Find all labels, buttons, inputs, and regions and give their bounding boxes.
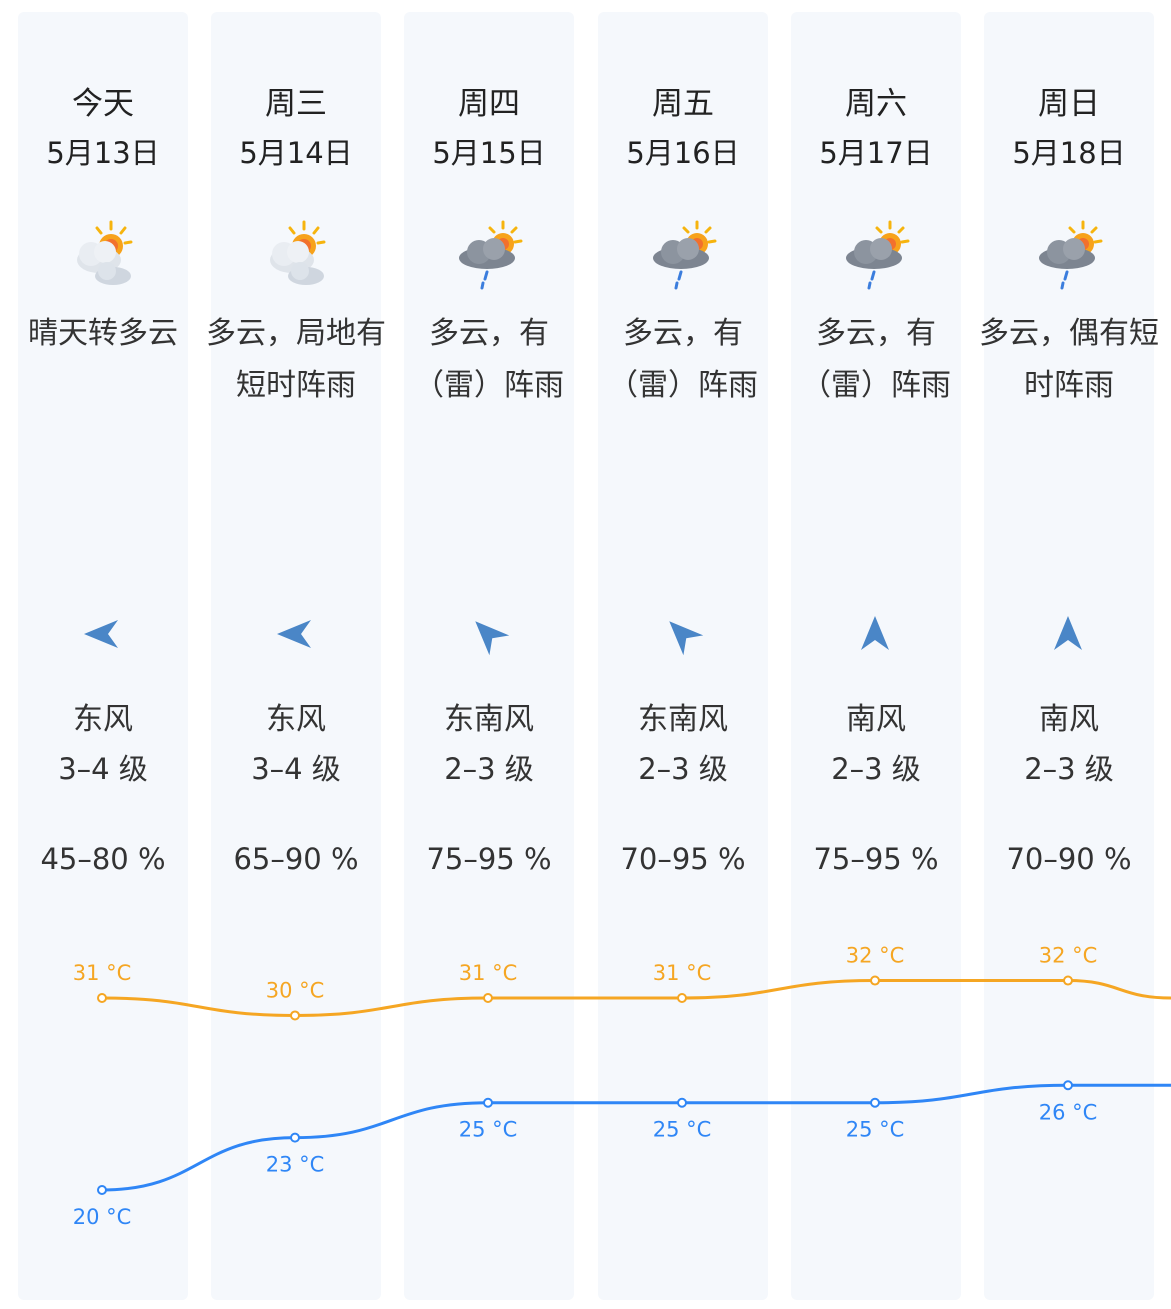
humidity-range: 75–95 % xyxy=(426,842,552,876)
wind-direction: 东南风 xyxy=(638,702,728,737)
high-temp-label: 31 °C xyxy=(459,961,518,985)
weather-description: 多云，局地有短时阵雨 xyxy=(206,316,386,403)
high-temp-point xyxy=(870,975,880,986)
forecast-day-column: 周三 5月14日 多云，局地有短时阵雨 东风 3–4 级 65–90 % xyxy=(206,12,386,1300)
low-temp-point xyxy=(483,1097,493,1108)
low-temp-point xyxy=(870,1097,880,1108)
high-temp-label: 31 °C xyxy=(73,961,132,985)
low-temp-point xyxy=(97,1185,107,1195)
cloud-rain-icon xyxy=(1029,216,1109,296)
low-temp-label: 20 °C xyxy=(73,1205,132,1229)
cloud-rain-icon xyxy=(643,216,723,296)
high-temp-point xyxy=(677,993,687,1003)
high-temp-point xyxy=(97,993,107,1003)
wind-north-arrow-icon xyxy=(853,612,897,656)
wind-direction: 东南风 xyxy=(444,702,534,737)
date-label: 5月18日 xyxy=(1012,136,1126,170)
weather-description: 晴天转多云 xyxy=(28,316,178,351)
date-label: 5月14日 xyxy=(239,136,353,170)
low-temp-line xyxy=(101,1083,1171,1192)
wind-level: 3–4 级 xyxy=(58,752,148,786)
wind-direction: 东风 xyxy=(266,702,326,737)
humidity-range: 45–80 % xyxy=(40,842,166,876)
high-temp-label: 30 °C xyxy=(266,978,325,1002)
wind-direction: 南风 xyxy=(846,702,906,737)
cloud-rain-icon xyxy=(449,216,529,296)
day-label: 周三 xyxy=(265,86,327,122)
wind-level: 2–3 级 xyxy=(638,752,728,786)
date-label: 5月15日 xyxy=(432,136,546,170)
wind-level: 2–3 级 xyxy=(1024,752,1114,786)
wind-west-arrow-icon xyxy=(80,612,124,656)
low-temp-label: 25 °C xyxy=(459,1118,518,1142)
wind-level: 2–3 级 xyxy=(444,752,534,786)
sun-cloud-icon xyxy=(256,216,336,296)
sun-cloud-icon xyxy=(63,216,143,296)
date-label: 5月16日 xyxy=(626,136,740,170)
forecast-day-column: 周五 5月16日 多云，有（雷）阵雨 东南风 2–3 级 70–95 % xyxy=(598,12,768,1300)
wind-level: 3–4 级 xyxy=(251,752,341,786)
high-temp-point xyxy=(483,993,493,1003)
day-label: 周日 xyxy=(1038,86,1100,122)
forecast-day-column: 周四 5月15日 多云，有（雷）阵雨 东南风 2–3 级 75–95 % xyxy=(404,12,574,1300)
weather-description: 多云，有（雷）阵雨 xyxy=(414,316,564,403)
day-label: 今天 xyxy=(72,86,134,122)
day-label: 周五 xyxy=(652,86,714,122)
wind-north-arrow-icon xyxy=(1046,612,1090,656)
wind-direction: 南风 xyxy=(1039,702,1099,737)
humidity-range: 70–90 % xyxy=(1006,842,1132,876)
low-temp-point xyxy=(677,1097,687,1108)
high-temp-point xyxy=(290,1010,300,1021)
low-temp-point xyxy=(290,1132,300,1143)
low-temp-label: 23 °C xyxy=(266,1153,325,1177)
high-temp-label: 32 °C xyxy=(1039,944,1098,968)
high-temp-label: 31 °C xyxy=(653,961,712,985)
weather-description: 多云，有（雷）阵雨 xyxy=(801,316,951,403)
humidity-range: 70–95 % xyxy=(620,842,746,876)
high-temp-point xyxy=(1063,975,1073,986)
day-label: 周六 xyxy=(845,86,907,122)
low-temp-point xyxy=(1063,1080,1073,1091)
humidity-range: 75–95 % xyxy=(813,842,939,876)
weather-description: 多云，偶有短时阵雨 xyxy=(979,316,1159,403)
forecast-day-column: 今天 5月13日 晴天转多云 东风 3–4 级 45–80 % xyxy=(18,12,188,1300)
wind-level: 2–3 级 xyxy=(831,752,921,786)
forecast-day-column: 周六 5月17日 多云，有（雷）阵雨 南风 2–3 级 75–95 % xyxy=(791,12,961,1300)
wind-northwest-arrow-icon xyxy=(466,612,510,656)
low-temp-label: 26 °C xyxy=(1039,1100,1098,1124)
wind-northwest-arrow-icon xyxy=(660,612,704,656)
day-label: 周四 xyxy=(458,86,520,122)
weather-description: 多云，有（雷）阵雨 xyxy=(608,316,758,403)
date-label: 5月17日 xyxy=(819,136,933,170)
wind-west-arrow-icon xyxy=(273,612,317,656)
low-temp-label: 25 °C xyxy=(846,1118,905,1142)
cloud-rain-icon xyxy=(836,216,916,296)
wind-direction: 东风 xyxy=(73,702,133,737)
date-label: 5月13日 xyxy=(46,136,160,170)
humidity-range: 65–90 % xyxy=(233,842,359,876)
high-temp-label: 32 °C xyxy=(846,944,905,968)
low-temp-label: 25 °C xyxy=(653,1118,712,1142)
high-temp-line xyxy=(101,979,1171,1017)
